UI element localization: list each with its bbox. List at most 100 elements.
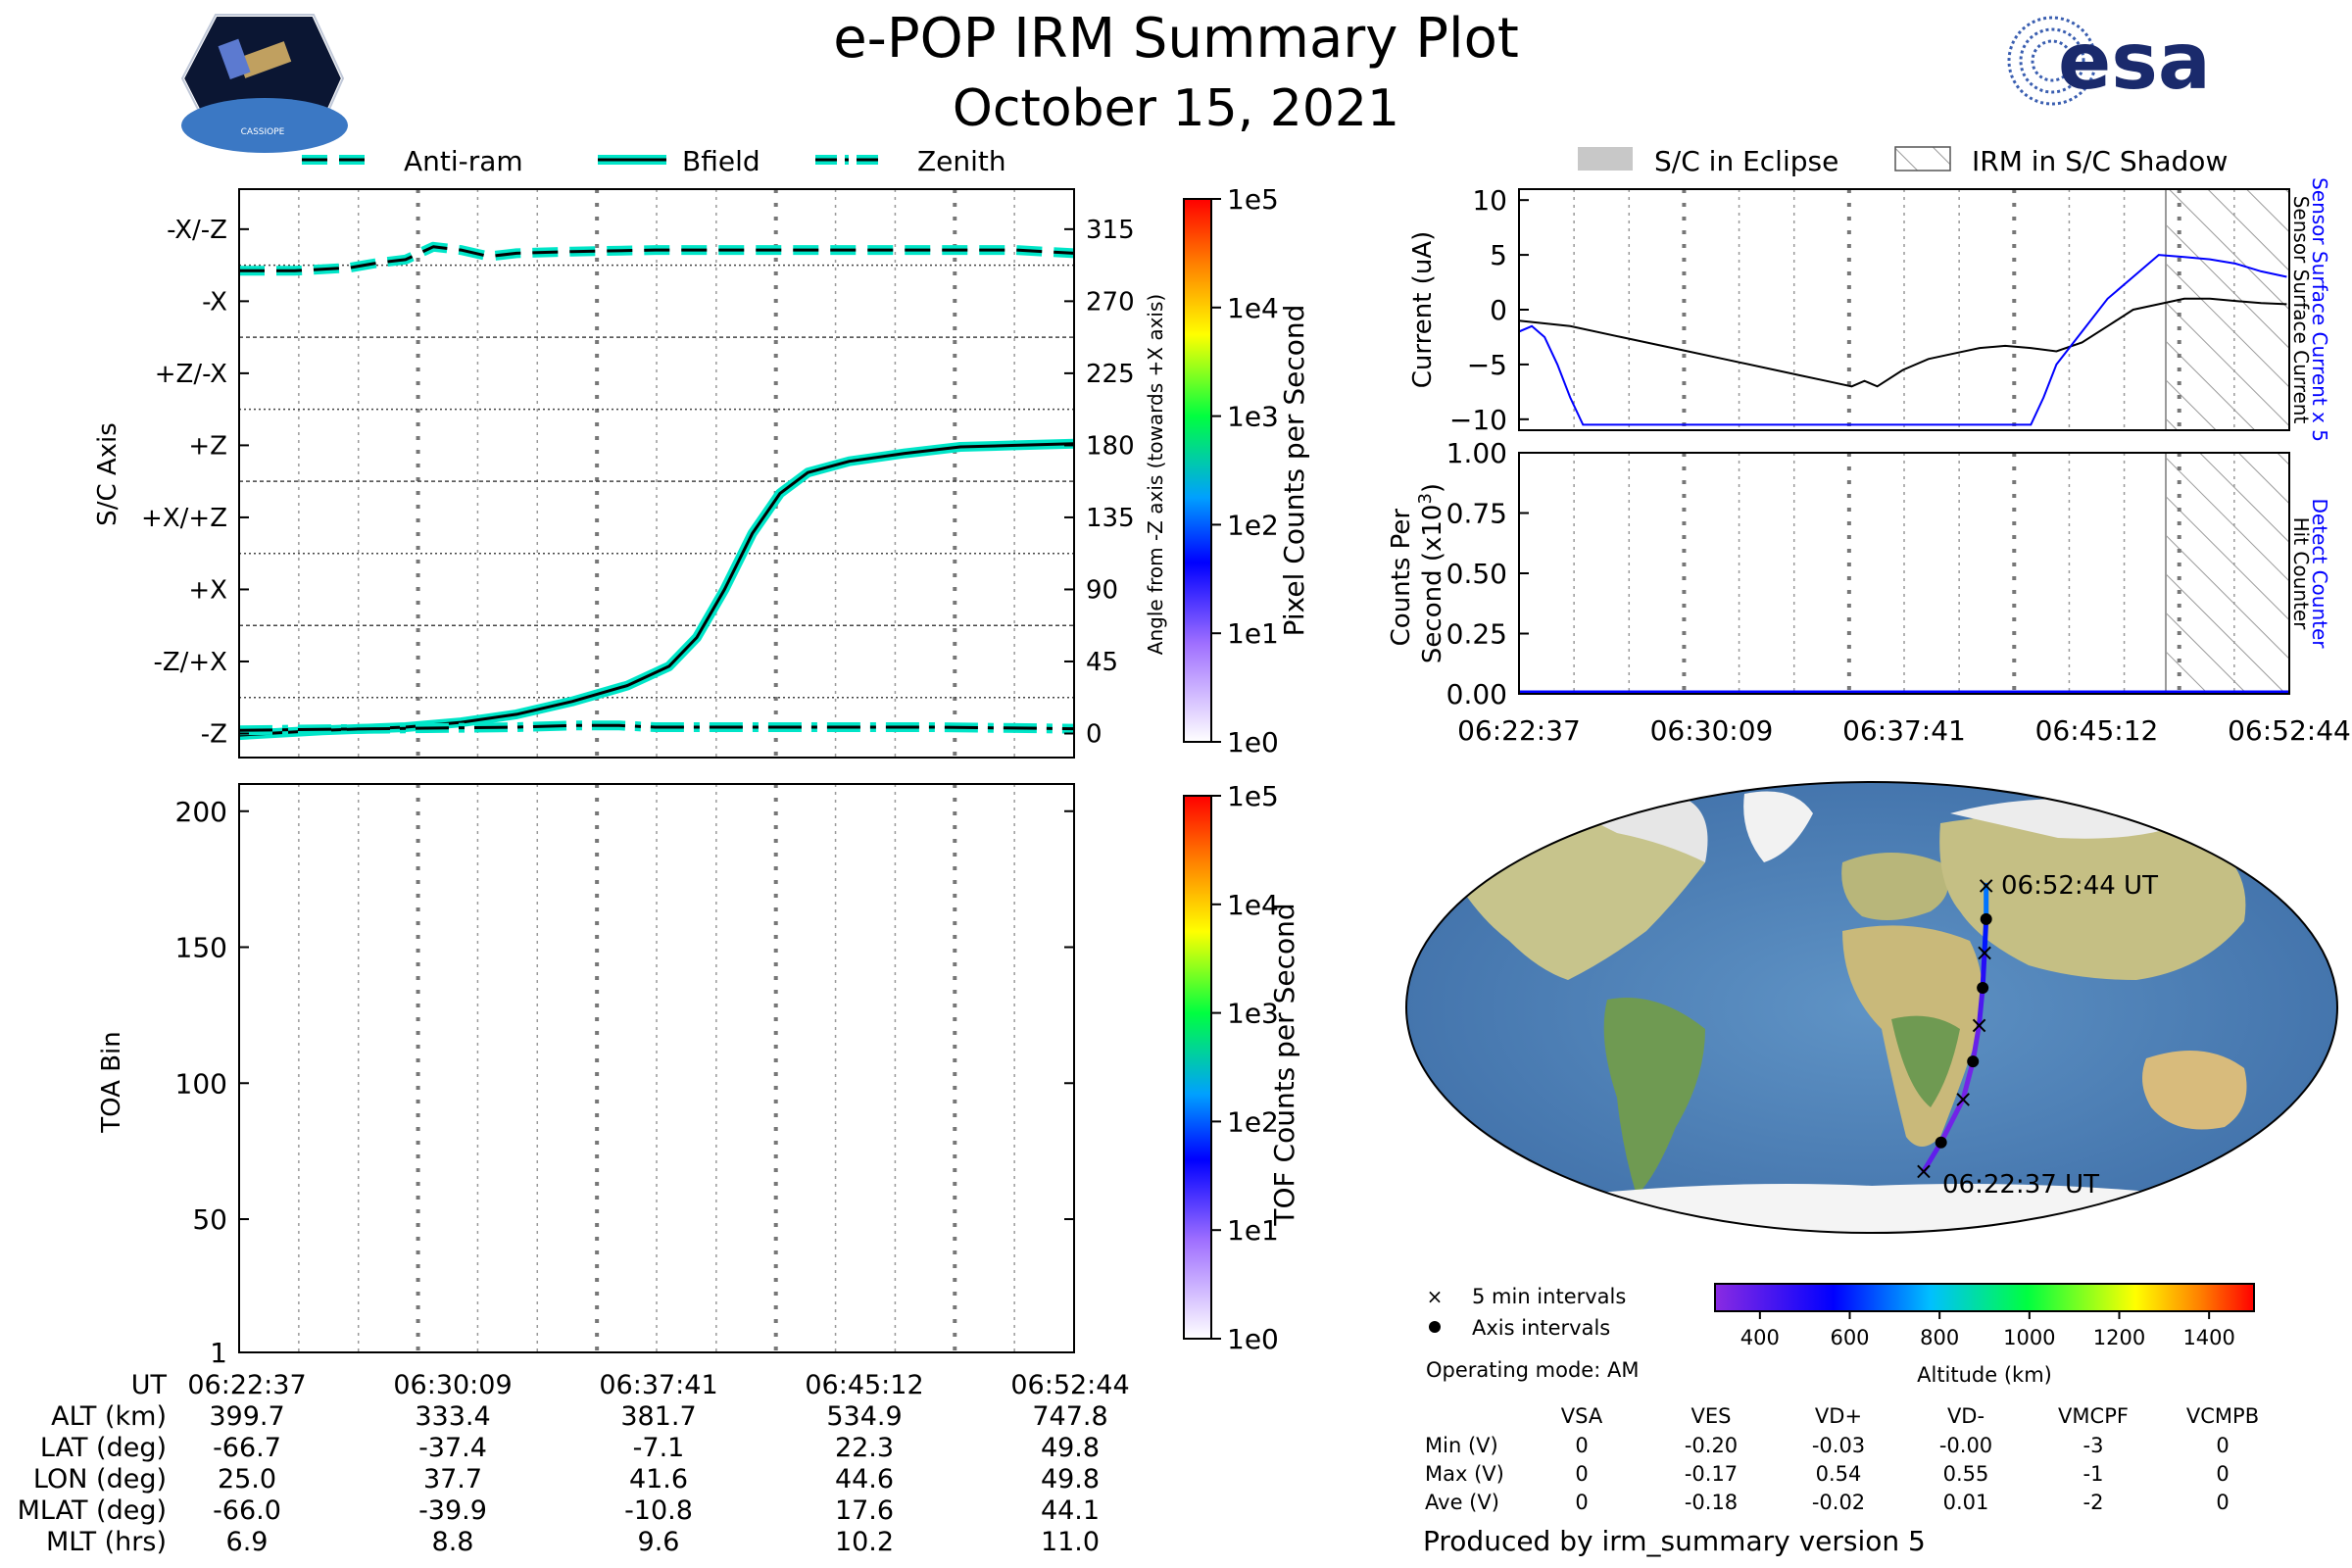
counts-tick-label: 0.00 (1446, 678, 1507, 710)
time-tick-label: 06:37:41 (1842, 714, 1966, 747)
counts-right-label-blue: Detect Counter (2308, 499, 2331, 650)
track-axis-marker (1967, 1055, 1980, 1068)
altitude-tick-label: 1000 (2003, 1326, 2055, 1349)
altitude-tick-label: 400 (1740, 1326, 1780, 1349)
voltage-header: VD- (1947, 1404, 1984, 1428)
altitude-tick-label: 1400 (2182, 1326, 2234, 1349)
axis-right-tick-label: 270 (1086, 287, 1135, 317)
pixel-colorbar-label: Pixel Counts per Second (1278, 305, 1310, 637)
orbit-cell: 534.9 (826, 1401, 902, 1432)
track-5min-marker: × (1953, 1086, 1973, 1113)
voltage-cell: -1 (2083, 1462, 2104, 1486)
toa-panel-ylabel: TOA Bin (97, 1031, 126, 1133)
orbit-cell: 06:30:09 (393, 1370, 512, 1400)
voltage-row-label: Ave (V) (1425, 1491, 1499, 1514)
colorbar-tick-label: 1e4 (1227, 292, 1279, 324)
voltage-cell: 0.54 (1816, 1462, 1862, 1486)
orbit-cell: -7.1 (633, 1433, 685, 1463)
orbit-cell: 333.4 (415, 1401, 490, 1432)
series-surface-current-x5 (1519, 254, 2287, 426)
series-bfield-line (239, 442, 1074, 737)
time-tick-label: 06:45:12 (2035, 714, 2159, 747)
orbit-cell: 44.1 (1041, 1495, 1100, 1526)
colorbar-tick-label: 1e3 (1227, 401, 1279, 433)
current-panel: 10 5 0 −5 −10 Current (uA) Sensor Surface Cu… (1408, 177, 2331, 442)
axis-right-tick-label: 225 (1086, 360, 1135, 389)
operating-mode: Operating mode: AM (1426, 1358, 1639, 1382)
orbit-map: × × × × × 06:52:44 UT 06:22:37 UT (1405, 781, 2338, 1234)
orbit-cell: 37.7 (423, 1464, 482, 1494)
counts-right-label-black: Hit Counter (2289, 517, 2313, 630)
axis-right-tick-label: 315 (1086, 216, 1135, 245)
voltage-cell: -0.18 (1685, 1491, 1738, 1514)
orbit-cell: 17.6 (835, 1495, 894, 1526)
axis-left-tick-label: +Z/-X (155, 360, 227, 389)
voltage-row-label: Max (V) (1425, 1462, 1504, 1486)
voltage-header: VCMPB (2186, 1404, 2259, 1428)
axis-left-tick-label: +X/+Z (141, 504, 227, 533)
orbit-cell: 06:52:44 (1010, 1370, 1129, 1400)
footer-text: Produced by irm_summary version 5 (1423, 1525, 1926, 1557)
orbit-cell: 44.6 (835, 1464, 894, 1494)
track-segment (1977, 985, 1985, 1028)
toa-tick-label: 50 (192, 1203, 227, 1236)
time-tick-label: 06:52:44 (2228, 714, 2351, 747)
orbit-cell: 6.9 (226, 1527, 269, 1557)
right-legend: S/C in Eclipse IRM in S/C Shadow (1578, 145, 2228, 177)
orbit-cell: 41.6 (629, 1464, 688, 1494)
voltage-table: VSA VES VD+ VD- VMCPF VCMPB Min (V) 0 -0.20 -0.03… (1425, 1404, 2259, 1514)
colorbar-tick-label: 1e4 (1227, 889, 1279, 921)
axis-left-tick-label: -Z/+X (153, 648, 227, 677)
track-axis-marker (1980, 912, 1992, 925)
voltage-cell: 0 (1575, 1434, 1588, 1457)
axis-panel-ticks: -Z 0 -Z/+X 45 +X 90 +X/+Z 135 +Z 180 +Z/-X 225 -X 270… (141, 216, 1135, 750)
current-tick-label: 10 (1472, 184, 1507, 217)
voltage-cell: -0.03 (1812, 1434, 1865, 1457)
orbit-cell: -66.7 (213, 1433, 281, 1463)
voltage-cell: 0.55 (1943, 1462, 1989, 1486)
axis-right-tick-label: 0 (1086, 719, 1102, 749)
orbit-cell: 747.8 (1032, 1401, 1107, 1432)
track-5min-marker: × (1977, 871, 1996, 899)
voltage-cell: -2 (2083, 1491, 2104, 1514)
orbit-cell: 9.6 (638, 1527, 680, 1557)
axis-left-tick-label: -Z (201, 719, 227, 749)
orbit-cell: 25.0 (218, 1464, 276, 1494)
time-tick-label: 06:22:37 (1457, 714, 1581, 747)
series-surface-current (1519, 297, 2287, 388)
current-tick-label: 0 (1490, 294, 1507, 326)
orbit-cell: -10.8 (624, 1495, 693, 1526)
toa-tick-label: 1 (210, 1337, 227, 1369)
time-tick-label: 06:30:09 (1650, 714, 1774, 747)
axis-left-tick-label: +Z (188, 431, 227, 461)
altitude-label: Altitude (km) (1917, 1363, 2052, 1387)
voltage-cell: 0 (2216, 1462, 2229, 1486)
map-end-label: 06:52:44 UT (2001, 871, 2158, 901)
colorbar-tick-label: 1e3 (1227, 998, 1279, 1030)
orbit-cell: 8.8 (432, 1527, 474, 1557)
orbit-row-label: MLAT (deg) (18, 1495, 167, 1526)
track-segment (1938, 1097, 1966, 1146)
current-right-label-blue: Sensor Surface Current x 5 (2308, 177, 2331, 442)
counts-panel: 1.00 0.75 0.50 0.25 0.00 06:22:37 06:30:09 06:3… (1387, 437, 2351, 747)
orbit-cell: 22.3 (835, 1433, 894, 1463)
colorbar-tick-label: 1e0 (1227, 1323, 1279, 1355)
axis-left-tick-label: -X (202, 287, 227, 317)
altitude-tick-label: 1200 (2093, 1326, 2145, 1349)
page-date: October 15, 2021 (953, 79, 1399, 138)
legend-anti-ram: Anti-ram (404, 145, 523, 177)
orbit-track: × × × × × (1914, 871, 1996, 1185)
voltage-cell: -0.00 (1939, 1434, 1992, 1457)
axis-right-tick-label: 180 (1086, 431, 1135, 461)
counts-panel-ylabel: Counts Per Second (x103) (1387, 483, 1447, 663)
voltage-cell: -0.02 (1812, 1491, 1865, 1514)
current-panel-ylabel: Current (uA) (1408, 231, 1438, 388)
series-anti-ram-line (239, 245, 1074, 272)
orbit-row-label: UT (131, 1370, 168, 1400)
counts-tick-label: 0.25 (1446, 618, 1507, 651)
legend-5min-label: 5 min intervals (1472, 1285, 1626, 1308)
colorbar-tick-label: 1e2 (1227, 509, 1279, 541)
orbit-cell: 49.8 (1041, 1464, 1100, 1494)
legend-eclipse: S/C in Eclipse (1654, 145, 1838, 177)
